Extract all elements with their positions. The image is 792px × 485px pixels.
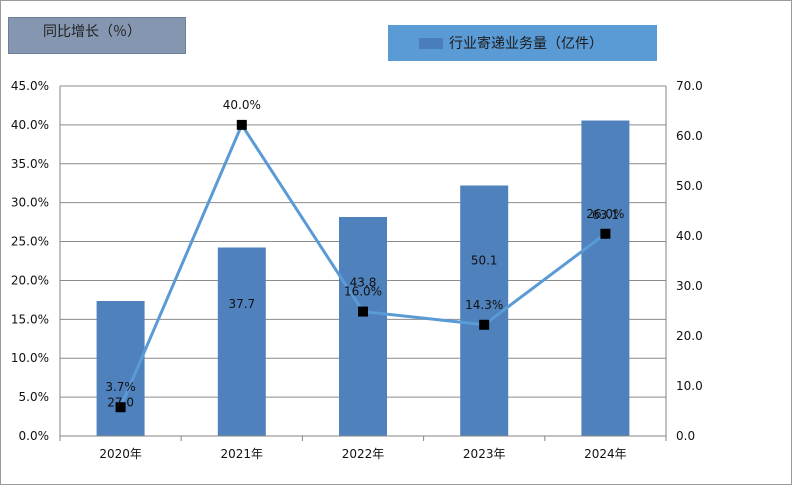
line-data-label: 16.0%: [344, 285, 382, 299]
line-series: [115, 119, 611, 413]
bar: [339, 217, 387, 436]
legend-bar-swatch: [419, 37, 443, 49]
x-axis-tick-label: 2021年: [221, 447, 264, 461]
x-axis-tick-label: 2020年: [99, 447, 142, 461]
line-marker: [358, 306, 368, 317]
bar: [581, 120, 630, 436]
bar-data-label: 50.1: [471, 254, 498, 268]
axes: 0.0% 5.0% 10.0% 15.0% 20.0% 25.0% 30.0% 35.0% 40…: [11, 79, 703, 461]
line-marker: [479, 319, 490, 330]
line-data-label: 40.0%: [223, 98, 261, 112]
left-axis-tick-label: 15.0%: [11, 312, 49, 326]
x-axis-tick-label: 2022年: [342, 447, 385, 461]
bar-data-label: 27.0: [107, 395, 134, 409]
bar-data-label: 43.8: [350, 276, 377, 290]
right-axis-tick-label: 40.0: [676, 229, 703, 243]
left-axis-tick-label: 40.0%: [11, 118, 49, 132]
bar: [460, 185, 509, 436]
bar-data-label: 63.1: [592, 208, 619, 222]
right-axis-tick-label: 60.0: [676, 129, 703, 143]
legend-delivery-volume: 行业寄递业务量（亿件）: [388, 25, 657, 61]
line-marker: [115, 402, 126, 413]
right-axis-tick-label: 0.0: [676, 429, 695, 443]
right-axis-tick-label: 70.0: [676, 79, 703, 93]
x-axis-tick-label: 2023年: [463, 447, 506, 461]
line-marker: [236, 119, 247, 130]
right-axis-tick-label: 50.0: [676, 179, 703, 193]
legend-delivery-volume-label: 行业寄递业务量（亿件）: [449, 36, 603, 52]
line-data-label: 14.3%: [465, 298, 503, 312]
right-axis-tick-label: 10.0: [676, 379, 703, 393]
line-data-label: 3.7%: [105, 380, 136, 394]
legend-growth-rate-label: 同比增长（％）: [43, 24, 141, 40]
line-marker: [600, 228, 611, 239]
left-axis-tick-label: 20.0%: [11, 273, 49, 287]
right-axis-tick-label: 30.0: [676, 279, 703, 293]
left-axis-tick-label: 30.0%: [11, 196, 49, 210]
bar-series: [96, 120, 630, 436]
data-labels: 27.0 37.7 43.8 50.1 63.1 3.7% 40.0% 16.0% 14.3% 2…: [105, 98, 624, 409]
left-axis-tick-label: 45.0%: [11, 79, 49, 93]
left-axis-tick-label: 25.0%: [11, 235, 49, 249]
left-axis-tick-label: 10.0%: [11, 351, 49, 365]
left-axis-tick-label: 35.0%: [11, 157, 49, 171]
bar: [217, 247, 266, 436]
line-data-label: 26.0%: [586, 207, 624, 221]
left-axis-tick-label: 0.0%: [19, 429, 50, 443]
right-axis-tick-label: 20.0: [676, 329, 703, 343]
left-axis-tick-label: 5.0%: [19, 390, 50, 404]
x-axis-tick-label: 2024年: [584, 447, 627, 461]
bar-data-label: 37.7: [228, 297, 255, 311]
legend-growth-rate: 同比增长（％）: [8, 17, 186, 54]
